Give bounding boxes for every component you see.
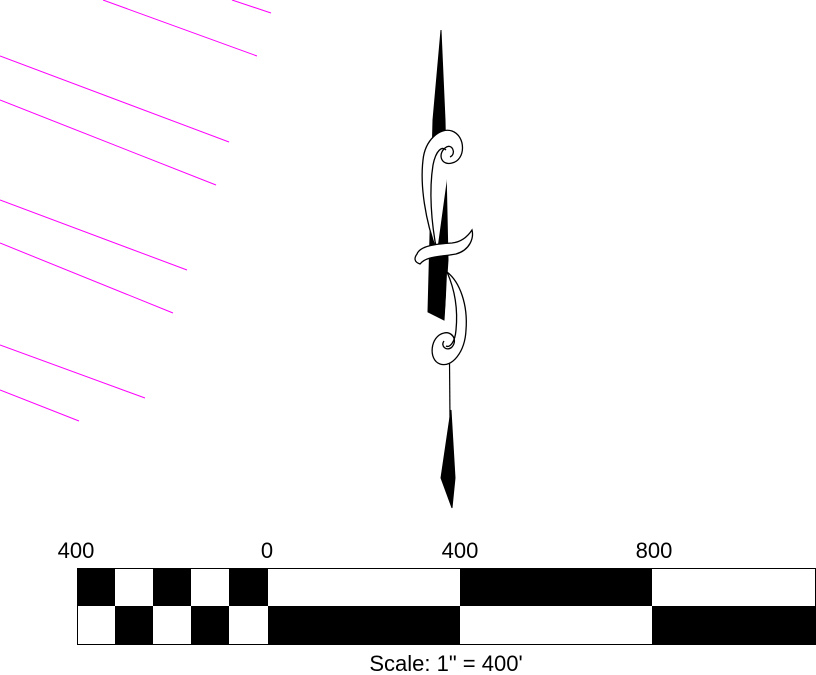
scale-bar-cell <box>115 606 153 644</box>
scale-tick-label-400-left: 400 <box>58 538 95 563</box>
north-arrow-ribbon <box>414 228 474 265</box>
hatch-line <box>0 389 80 422</box>
scale-bar-cell <box>153 569 191 606</box>
scale-tick-label-800: 800 <box>636 538 673 563</box>
hatch-line <box>0 199 188 271</box>
hatch-line <box>102 0 258 57</box>
scale-bar-cell <box>191 606 229 644</box>
north-arrow-icon <box>414 29 474 509</box>
scale-tick-label-0: 0 <box>261 538 273 563</box>
scale-bar-cell <box>77 569 115 606</box>
scale-bar: 400 0 400 800 Scale: 1" = 400' <box>58 538 816 675</box>
hatch-line <box>0 99 217 186</box>
scale-bar-cell <box>460 569 652 606</box>
hatch-lines <box>0 0 272 422</box>
hatch-line <box>0 242 174 314</box>
hatch-line <box>231 0 272 14</box>
hatch-line <box>0 344 146 399</box>
scale-caption: Scale: 1" = 400' <box>369 651 522 675</box>
hatch-line <box>0 55 230 143</box>
scale-bar-cell <box>229 569 268 606</box>
north-arrow-lower-blade <box>440 409 456 509</box>
north-arrow-upper-scroll <box>421 129 464 253</box>
scale-bar-cell <box>268 606 460 644</box>
scale-bar-cells <box>77 569 816 644</box>
scale-bar-cell <box>652 606 816 644</box>
north-arrow-lower-scroll <box>431 271 467 366</box>
scale-tick-label-400-right: 400 <box>442 538 479 563</box>
